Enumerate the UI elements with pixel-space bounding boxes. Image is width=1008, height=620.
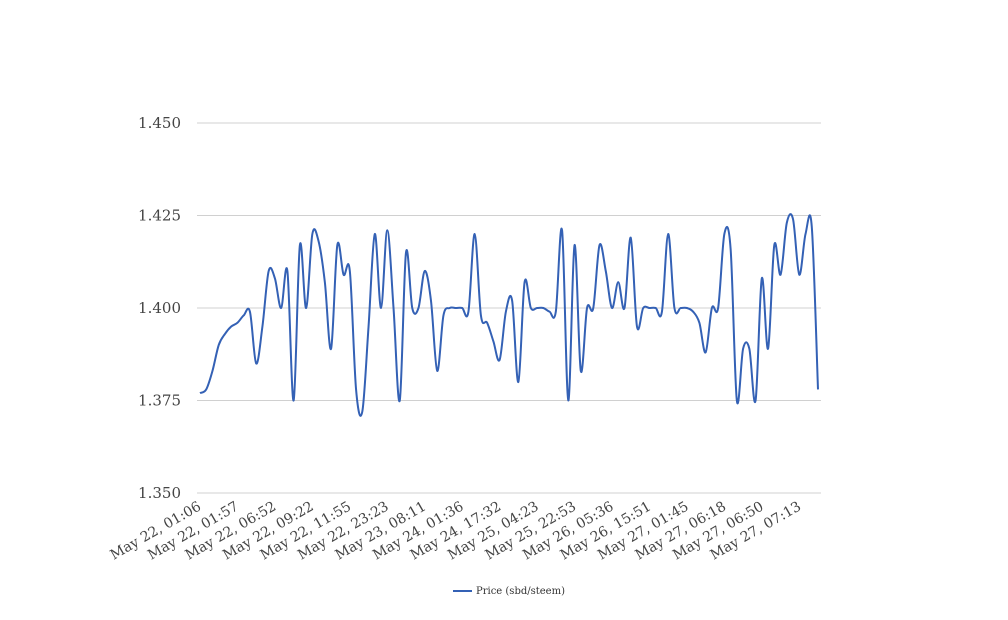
y-tick-label: 1.350	[138, 484, 181, 502]
series-layer	[199, 213, 819, 417]
y-tick-label: 1.375	[138, 392, 181, 410]
legend-label-price: Price (sbd/steem)	[476, 586, 565, 597]
grid-layer	[197, 122, 821, 494]
y-axis-ticks: 1.350 1.375 1.400 1.425 1.450	[138, 114, 181, 502]
y-tick-label: 1.425	[138, 207, 181, 225]
series-line-price	[199, 213, 819, 417]
y-tick-label: 1.450	[138, 114, 181, 132]
y-tick-label: 1.400	[138, 299, 181, 317]
legend: Price (sbd/steem)	[453, 586, 565, 597]
